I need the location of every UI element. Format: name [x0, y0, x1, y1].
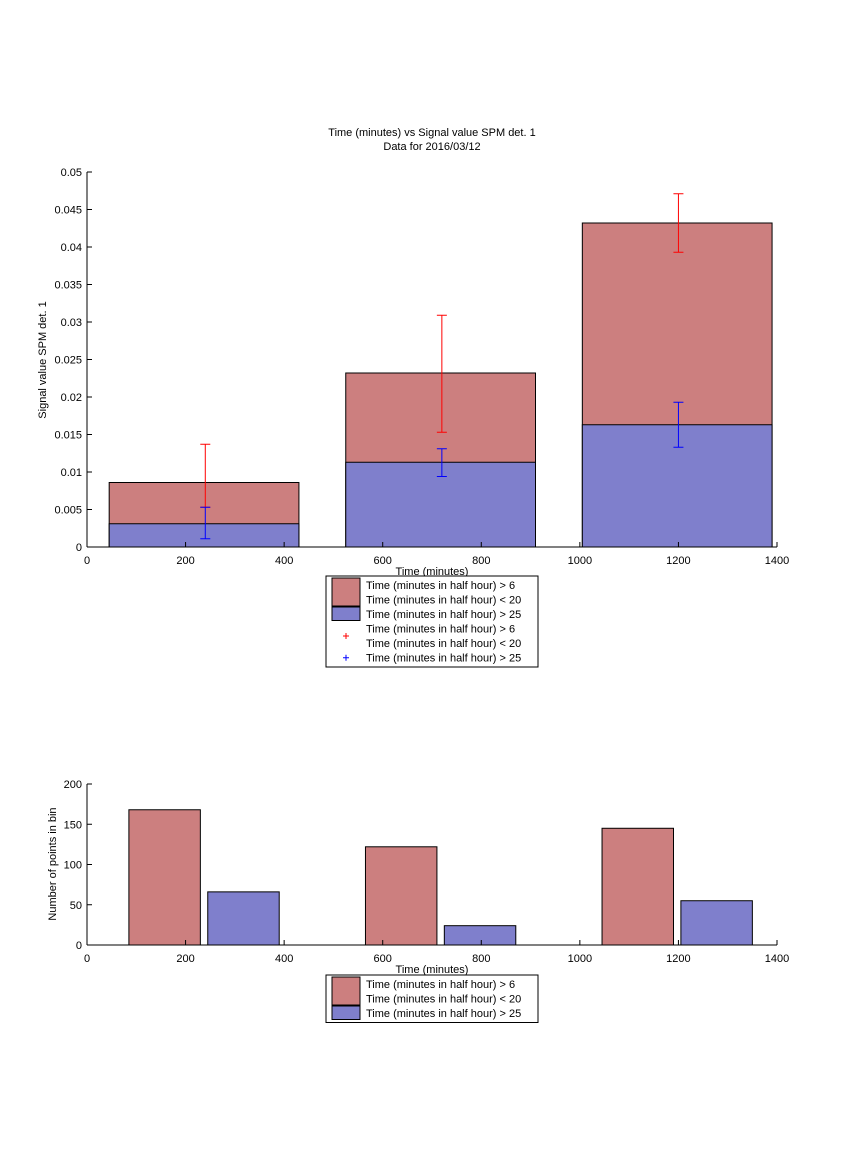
- legend-label: Time (minutes in half hour) < 20: [366, 638, 521, 650]
- y-tick-label: 0.045: [54, 205, 82, 217]
- errorbars-group: [200, 193, 684, 540]
- x-tick-label: 1200: [666, 953, 690, 965]
- y-axis-label: Number of points in bin: [47, 807, 59, 920]
- x-tick-label: 1000: [568, 555, 592, 567]
- y-tick-label: 0.005: [54, 505, 82, 517]
- count-chart: 0 200 400 600 800 1000 1200 1400 0 50 100 150 200 Ti…: [47, 779, 789, 1023]
- y-tick-label: 150: [64, 819, 82, 831]
- bar: [364, 846, 438, 946]
- legend-label: Time (minutes in half hour) < 20: [366, 994, 521, 1006]
- chart-title: Time (minutes) vs Signal value SPM det. …: [328, 127, 535, 139]
- x-tick-label: 0: [84, 953, 90, 965]
- legend-label: Time (minutes in half hour) < 20: [366, 595, 521, 607]
- legend-label: Time (minutes in half hour) > 6: [366, 624, 515, 636]
- legend: Time (minutes in half hour) > 6 Time (min…: [325, 974, 539, 1023]
- x-tick-label: 1000: [568, 953, 592, 965]
- y-tick-label: 0.05: [61, 167, 82, 179]
- bar: [581, 424, 773, 548]
- x-tick-label: 800: [472, 555, 490, 567]
- x-tick-label: 200: [176, 555, 194, 567]
- x-axis-label: Time (minutes): [396, 566, 469, 578]
- x-tick-label: 400: [275, 953, 293, 965]
- bar: [601, 827, 674, 946]
- y-tick-label: 0.035: [54, 280, 82, 292]
- x-axis-label: Time (minutes): [396, 964, 469, 976]
- y-tick-label: 0.04: [61, 242, 82, 254]
- x-tick-label: 1200: [666, 555, 690, 567]
- bar: [128, 809, 201, 946]
- x-tick-label: 600: [374, 953, 392, 965]
- y-tick-label: 0.015: [54, 430, 82, 442]
- y-tick-label: 50: [70, 900, 82, 912]
- bar: [207, 891, 280, 946]
- y-tick-label: 200: [64, 779, 82, 791]
- legend-swatch: [331, 1005, 361, 1020]
- legend: Time (minutes in half hour) > 6 Time (min…: [325, 575, 539, 668]
- y-axis-label: Signal value SPM det. 1: [37, 301, 49, 418]
- legend-box: [325, 974, 539, 1023]
- y-tick-label: 0: [76, 542, 82, 554]
- legend-swatch: [331, 606, 361, 621]
- bar: [680, 900, 753, 946]
- legend-label: Time (minutes in half hour) > 6: [366, 979, 515, 991]
- y-tick-label: 0.03: [61, 317, 82, 329]
- legend-swatch: [331, 976, 361, 1006]
- x-tick-label: 1400: [765, 555, 789, 567]
- legend-box: [325, 575, 539, 668]
- legend-swatch: [331, 577, 361, 607]
- x-tick-label: 400: [275, 555, 293, 567]
- y-tick-label: 0.025: [54, 355, 82, 367]
- bars-group: [108, 222, 773, 548]
- chart-subtitle: Data for 2016/03/12: [383, 141, 480, 153]
- bars-group: [128, 809, 753, 946]
- x-tick-label: 1400: [765, 953, 789, 965]
- x-tick-label: 600: [374, 555, 392, 567]
- axes: 0 200 400 600 800 1000 1200 1400 0 0.005 0.01 0.015…: [54, 167, 789, 567]
- x-tick-label: 0: [84, 555, 90, 567]
- legend-label: Time (minutes in half hour) > 25: [366, 1008, 521, 1020]
- y-tick-label: 0.02: [61, 392, 82, 404]
- bar: [108, 523, 300, 548]
- bar: [345, 461, 536, 548]
- axes: 0 200 400 600 800 1000 1200 1400 0 50 100 150 200: [64, 779, 790, 965]
- legend-label: Time (minutes in half hour) > 25: [366, 609, 521, 621]
- y-tick-label: 100: [64, 860, 82, 872]
- y-tick-label: 0: [76, 940, 82, 952]
- legend-label: Time (minutes in half hour) > 6: [366, 580, 515, 592]
- bar: [443, 925, 517, 946]
- legend-label: Time (minutes in half hour) > 25: [366, 653, 521, 665]
- x-tick-label: 800: [472, 953, 490, 965]
- signal-chart: Time (minutes) vs Signal value SPM det. …: [37, 127, 789, 668]
- y-tick-label: 0.01: [61, 467, 82, 479]
- x-tick-label: 200: [176, 953, 194, 965]
